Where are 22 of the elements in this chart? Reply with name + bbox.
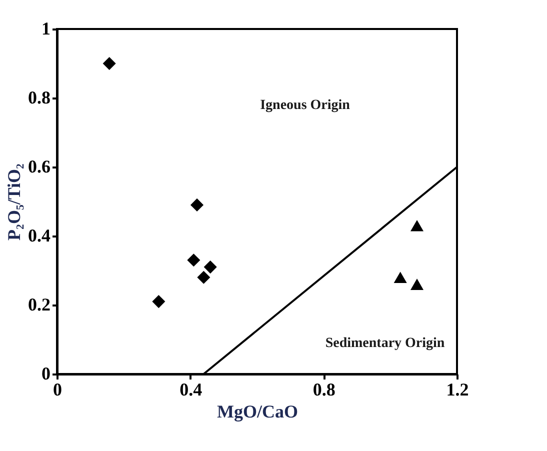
x-axis-title: MgO/CaO [217,402,298,422]
point [187,254,200,267]
point [102,56,116,70]
annotation: Igneous Origin [260,98,350,113]
x-tick-label: 0.8 [312,380,336,400]
y-tick-label: 0.4 [28,226,50,246]
y-tick-label: 1 [42,18,50,38]
y-tick-label: 0.8 [28,88,50,108]
point [204,260,217,274]
point [197,270,210,284]
annotation: Sedimentary Origin [325,336,445,351]
x-tick-label: 0.4 [180,380,202,400]
y-tick-label: 0 [42,364,50,384]
point [410,278,424,290]
y-tick-label: 0.6 [28,156,50,176]
point [410,220,424,232]
point [394,272,407,284]
x-tick-label: 1.2 [446,380,469,400]
y-tick-label: 0.2 [28,294,50,314]
y-axis-title: P₂O₅/TiO₂ [4,164,24,240]
point [190,198,204,212]
point [152,295,166,308]
